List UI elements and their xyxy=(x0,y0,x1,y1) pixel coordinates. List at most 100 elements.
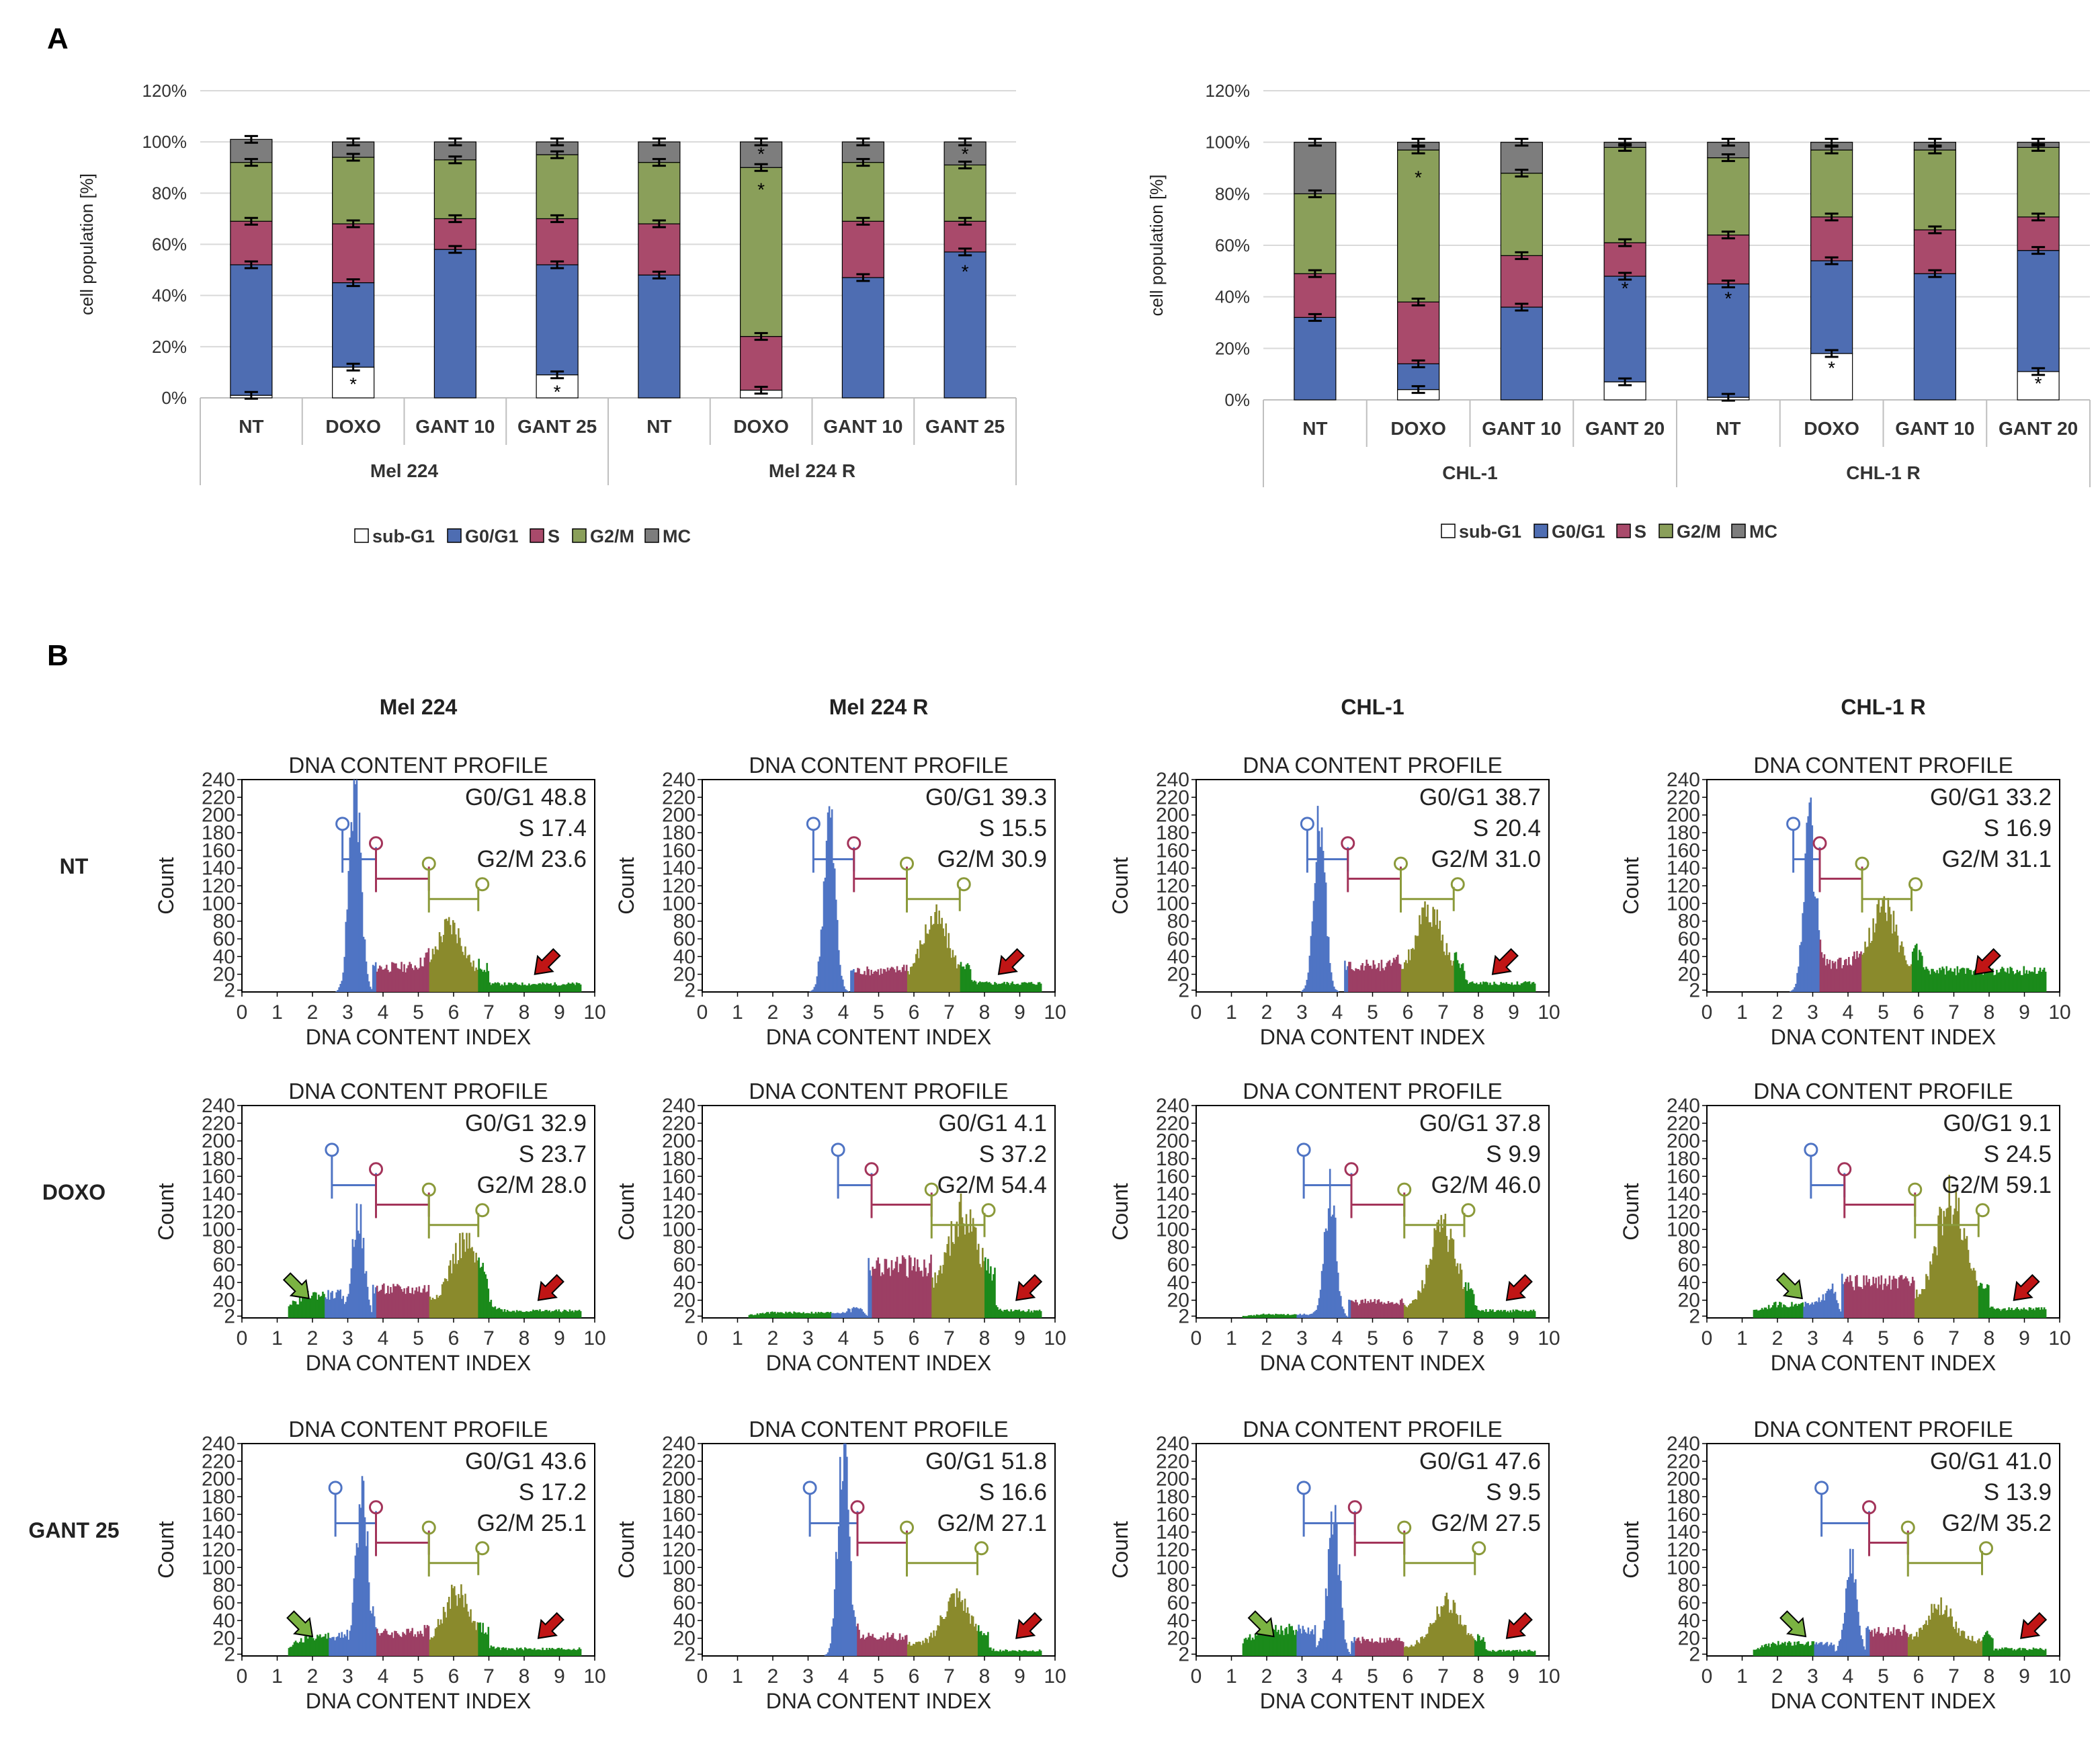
histogram-bin xyxy=(548,1310,550,1318)
histogram-bin xyxy=(559,1649,562,1656)
plot-frame xyxy=(1195,1443,1550,1657)
histogram-bin xyxy=(880,968,882,992)
histogram-bin xyxy=(1508,1650,1511,1656)
histogram-bin xyxy=(455,1595,457,1656)
histogram-bin xyxy=(1376,967,1379,992)
histogram-bin xyxy=(1395,1637,1398,1656)
histogram-bin xyxy=(1471,981,1474,992)
histogram-bin xyxy=(411,1287,414,1318)
histogram-bin xyxy=(1503,983,1505,992)
histogram-bin xyxy=(1419,1643,1421,1656)
stat-g0g1: G0/G1 41.0 xyxy=(1930,1448,2052,1474)
histogram-bin xyxy=(1914,945,1917,992)
histogram-bin xyxy=(1532,1309,1535,1318)
histogram-bin xyxy=(1860,1635,1862,1656)
x-tick-label: 5 xyxy=(873,1665,884,1688)
histogram-bin xyxy=(1013,1650,1015,1656)
histogram-bin xyxy=(288,1648,290,1656)
histogram-bin xyxy=(487,1288,490,1318)
histogram-bin xyxy=(1835,1300,1838,1318)
y-tick-label: 2 xyxy=(1689,1305,1700,1327)
histogram-bin xyxy=(918,1267,920,1318)
y-tick-label: 140 xyxy=(1156,1183,1189,1206)
histogram-bin xyxy=(527,985,529,992)
histogram-bin xyxy=(946,948,949,992)
histogram-bin xyxy=(942,1618,945,1656)
y-tick-label: 100% xyxy=(142,132,187,152)
histogram-bin xyxy=(1492,1309,1494,1318)
histogram-bin xyxy=(518,985,521,992)
histogram-bin xyxy=(1755,1649,1758,1656)
y-tick-label: 220 xyxy=(662,1112,696,1134)
histogram-bin xyxy=(1334,989,1337,992)
histogram-bin xyxy=(1459,1263,1462,1318)
histogram-bin xyxy=(1292,1630,1294,1656)
gate-handle xyxy=(1450,877,1465,892)
histogram-bin xyxy=(1806,823,1808,992)
histogram-bin xyxy=(1499,1311,1501,1318)
histogram-bin xyxy=(406,1628,408,1656)
histogram-bin xyxy=(349,837,351,992)
histogram-bin xyxy=(343,1634,346,1656)
y-tick-label: 80% xyxy=(152,183,187,203)
histogram-bin xyxy=(387,1286,389,1318)
x-tick-label: 8 xyxy=(519,1665,530,1688)
histogram-bin xyxy=(1026,1311,1029,1318)
histogram-bin xyxy=(341,1632,343,1656)
histogram-bin xyxy=(414,1290,417,1318)
histogram-bin xyxy=(409,962,411,992)
histogram-bin xyxy=(954,1224,957,1318)
histogram-bin xyxy=(1983,966,1986,992)
histogram-bin xyxy=(509,983,511,992)
histogram-bin xyxy=(1884,912,1887,992)
histogram-bin xyxy=(1983,1288,1986,1318)
histogram-bin xyxy=(1806,1303,1808,1318)
histogram-bin xyxy=(1798,966,1800,992)
histogram-bin xyxy=(1763,1307,1766,1318)
x-tick-label: 7 xyxy=(483,1001,495,1024)
histogram-bin xyxy=(1779,1302,1781,1318)
histogram-bin xyxy=(970,1615,973,1656)
histogram-bin xyxy=(1971,1270,1974,1318)
histogram-bin xyxy=(1349,1300,1351,1318)
legend-swatch xyxy=(1731,524,1746,538)
histogram-bin xyxy=(470,1609,472,1656)
histogram-bin xyxy=(1302,1626,1304,1656)
histogram-title: DNA CONTENT PROFILE xyxy=(288,753,548,778)
x-axis-label: DNA CONTENT INDEX xyxy=(1771,1689,1996,1713)
histogram-bin xyxy=(536,1649,538,1656)
histogram-bin xyxy=(2016,1307,2019,1318)
histogram-bin xyxy=(1937,1604,1939,1656)
histogram-bin xyxy=(1908,966,1911,992)
histogram-bin xyxy=(2015,1308,2017,1318)
histogram-bin xyxy=(886,967,889,992)
histogram-bin xyxy=(1919,1294,1921,1318)
histogram-bin xyxy=(1307,972,1310,992)
x-tick-label: 6 xyxy=(448,1327,460,1349)
y-tick-label: 20 xyxy=(213,1290,235,1312)
histogram-bin xyxy=(806,1313,809,1318)
histogram-bin xyxy=(918,958,920,992)
x-tick-label: 9 xyxy=(2019,1001,2030,1024)
x-tick-label: 4 xyxy=(1843,1327,1854,1349)
histogram-bin xyxy=(550,1649,552,1656)
histogram-bin xyxy=(452,1588,454,1656)
histogram-bin xyxy=(1255,1635,1258,1656)
histogram-bin xyxy=(861,974,863,992)
stat-s: S 17.2 xyxy=(519,1479,587,1505)
histogram-bin xyxy=(1796,1306,1798,1318)
histogram-bin xyxy=(1432,1247,1434,1318)
histogram-bin xyxy=(413,970,415,992)
histogram-bin xyxy=(1501,983,1503,992)
gate-handle xyxy=(850,1500,865,1515)
y-tick-label: 20 xyxy=(1678,1290,1700,1312)
histogram-bin xyxy=(831,1313,833,1318)
histogram-bin xyxy=(1956,966,1959,992)
histogram-bin xyxy=(993,985,995,992)
histogram-bin xyxy=(1761,1308,1763,1318)
x-tick-label: 0 xyxy=(1191,1001,1202,1024)
histogram-bin xyxy=(462,952,464,992)
histogram-bin xyxy=(1302,1315,1304,1318)
x-tick-label: 3 xyxy=(1807,1665,1818,1688)
histogram-bin xyxy=(1975,974,1978,992)
